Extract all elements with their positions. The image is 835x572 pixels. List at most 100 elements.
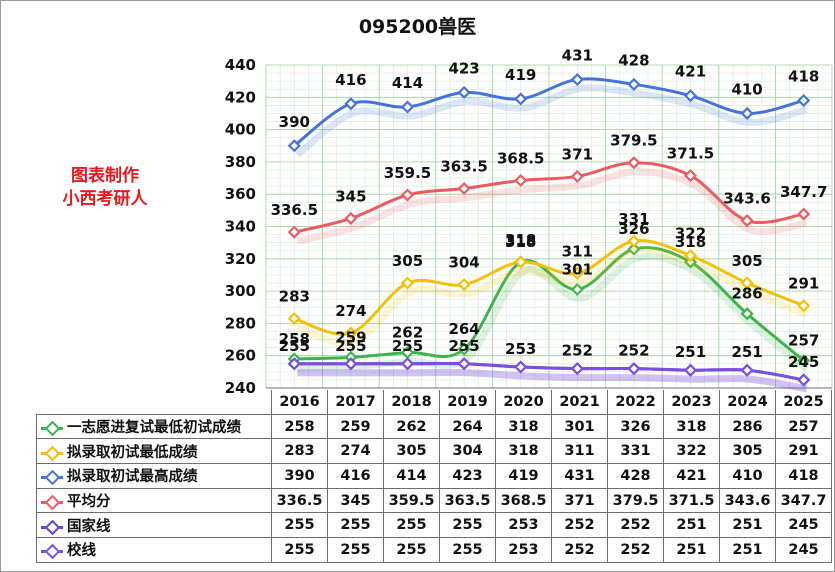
table-cell: 371.5 <box>663 487 720 514</box>
data-label: 431 <box>562 47 593 65</box>
data-point <box>344 211 358 225</box>
table-cell: 251 <box>663 537 720 563</box>
x-tick-label: 2024 <box>719 390 776 415</box>
legend-entry: 拟录取初试最高成绩 <box>36 463 272 489</box>
table-cell: 345 <box>327 487 384 514</box>
table-cell: 428 <box>607 463 664 489</box>
table-row: 校线 255 255 255 255 253 252 252 251 251 245 <box>36 537 832 563</box>
table-cell: 326 <box>607 413 664 440</box>
table-cell: 318 <box>663 413 720 440</box>
table-cell: 371 <box>551 487 608 514</box>
data-label: 255 <box>335 337 366 355</box>
data-label: 264 <box>448 320 479 338</box>
data-label: 318 <box>505 233 536 251</box>
table-cell: 336.5 <box>271 487 328 514</box>
series-line <box>293 239 805 336</box>
table-cell: 311 <box>551 438 608 465</box>
table-cell: 262 <box>383 413 440 440</box>
table-cell: 252 <box>551 512 608 539</box>
data-point <box>570 266 584 280</box>
data-label: 418 <box>788 68 819 86</box>
series-shadow <box>297 369 808 393</box>
table-header-row: 2016 2017 2018 2019 2020 2021 2022 2023 2024 2025 <box>37 390 832 415</box>
data-label: 326 <box>618 220 649 238</box>
legend-label: 拟录取初试最高成绩 <box>67 469 198 486</box>
series-line <box>294 246 805 362</box>
table-cell: 258 <box>271 413 328 440</box>
x-tick-label: 2025 <box>775 390 832 415</box>
y-tick-label: 380 <box>225 153 256 171</box>
data-point <box>570 169 584 183</box>
series-shadow <box>297 369 808 393</box>
table-cell: 255 <box>439 512 496 539</box>
series-1 <box>287 234 811 347</box>
table-row: 拟录取初试最低成绩 283 274 305 304 318 311 331 322 305 291 <box>36 438 832 465</box>
data-point <box>457 85 471 100</box>
table-cell: 410 <box>719 463 776 489</box>
x-tick-label: 2022 <box>607 390 664 415</box>
watermark-line-2: 小西考研人 <box>62 189 148 209</box>
table-cell: 331 <box>607 438 664 465</box>
table-cell: 259 <box>327 413 384 440</box>
series-shadow <box>296 168 808 245</box>
series-2 <box>287 72 811 158</box>
data-point <box>740 276 754 290</box>
data-label: 390 <box>279 113 310 131</box>
data-label: 359.5 <box>384 164 431 182</box>
table-cell: 255 <box>383 537 440 563</box>
data-point <box>514 173 528 188</box>
table-cell: 255 <box>271 537 328 563</box>
table-cell: 257 <box>775 413 832 440</box>
data-point <box>400 188 415 202</box>
legend-key-icon <box>41 544 63 560</box>
data-label: 428 <box>618 51 649 69</box>
data-point <box>797 207 811 221</box>
table-cell: 245 <box>775 537 832 563</box>
data-point <box>683 89 698 103</box>
data-label: 423 <box>448 59 479 77</box>
y-tick-label: 400 <box>225 121 256 139</box>
data-point <box>457 342 471 356</box>
data-label: 252 <box>562 342 593 360</box>
data-point <box>287 139 301 153</box>
table-cell: 322 <box>663 438 720 465</box>
x-tick-label: 2016 <box>271 390 328 415</box>
data-label: 259 <box>335 328 366 346</box>
data-point <box>627 242 641 256</box>
table-cell: 255 <box>439 537 496 563</box>
table-cell: 347.7 <box>775 487 832 514</box>
data-point <box>457 278 471 292</box>
data-label: 410 <box>731 80 762 98</box>
table-cell: 318 <box>495 413 552 440</box>
x-tick-label: 2023 <box>663 390 720 415</box>
data-label: 255 <box>392 337 423 355</box>
data-label: 318 <box>675 233 706 251</box>
legend-entry: 平均分 <box>36 487 272 514</box>
chart-title: 095200兽医 <box>358 16 477 38</box>
table-cell: 245 <box>775 512 832 539</box>
data-point <box>797 373 811 387</box>
series-shadow <box>295 84 808 158</box>
table-cell: 255 <box>383 512 440 539</box>
data-point <box>797 93 811 108</box>
table-cell: 304 <box>439 438 496 465</box>
series-line <box>293 77 805 147</box>
table-cell: 253 <box>495 537 552 563</box>
table-cell: 423 <box>439 463 496 489</box>
legend-label: 平均分 <box>67 494 111 511</box>
data-point <box>287 311 301 326</box>
data-label: 274 <box>335 302 366 320</box>
table-cell: 283 <box>271 438 328 465</box>
table-cell: 252 <box>607 537 664 563</box>
data-point <box>400 100 415 114</box>
y-tick-label: 440 <box>225 56 256 74</box>
data-label: 251 <box>675 343 706 361</box>
data-label: 421 <box>675 63 706 81</box>
table-cell: 343.6 <box>719 487 776 514</box>
data-label: 305 <box>731 252 762 270</box>
data-label: 371 <box>562 145 593 163</box>
data-label: 379.5 <box>610 132 657 150</box>
table-cell: 252 <box>551 537 608 563</box>
data-point <box>514 360 528 374</box>
